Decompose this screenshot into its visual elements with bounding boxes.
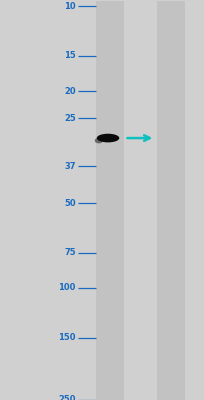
Text: 150: 150 bbox=[58, 333, 75, 342]
Ellipse shape bbox=[94, 138, 102, 143]
Ellipse shape bbox=[96, 134, 119, 142]
Text: 20: 20 bbox=[64, 86, 75, 96]
Text: 10: 10 bbox=[64, 2, 75, 11]
Text: 100: 100 bbox=[58, 284, 75, 292]
Text: 250: 250 bbox=[58, 396, 75, 400]
Text: 75: 75 bbox=[64, 248, 75, 257]
Bar bbox=[157, 1, 184, 400]
Text: 37: 37 bbox=[64, 162, 75, 171]
Text: 25: 25 bbox=[64, 114, 75, 123]
Text: 50: 50 bbox=[64, 199, 75, 208]
Bar bbox=[95, 1, 123, 400]
Text: 15: 15 bbox=[64, 51, 75, 60]
